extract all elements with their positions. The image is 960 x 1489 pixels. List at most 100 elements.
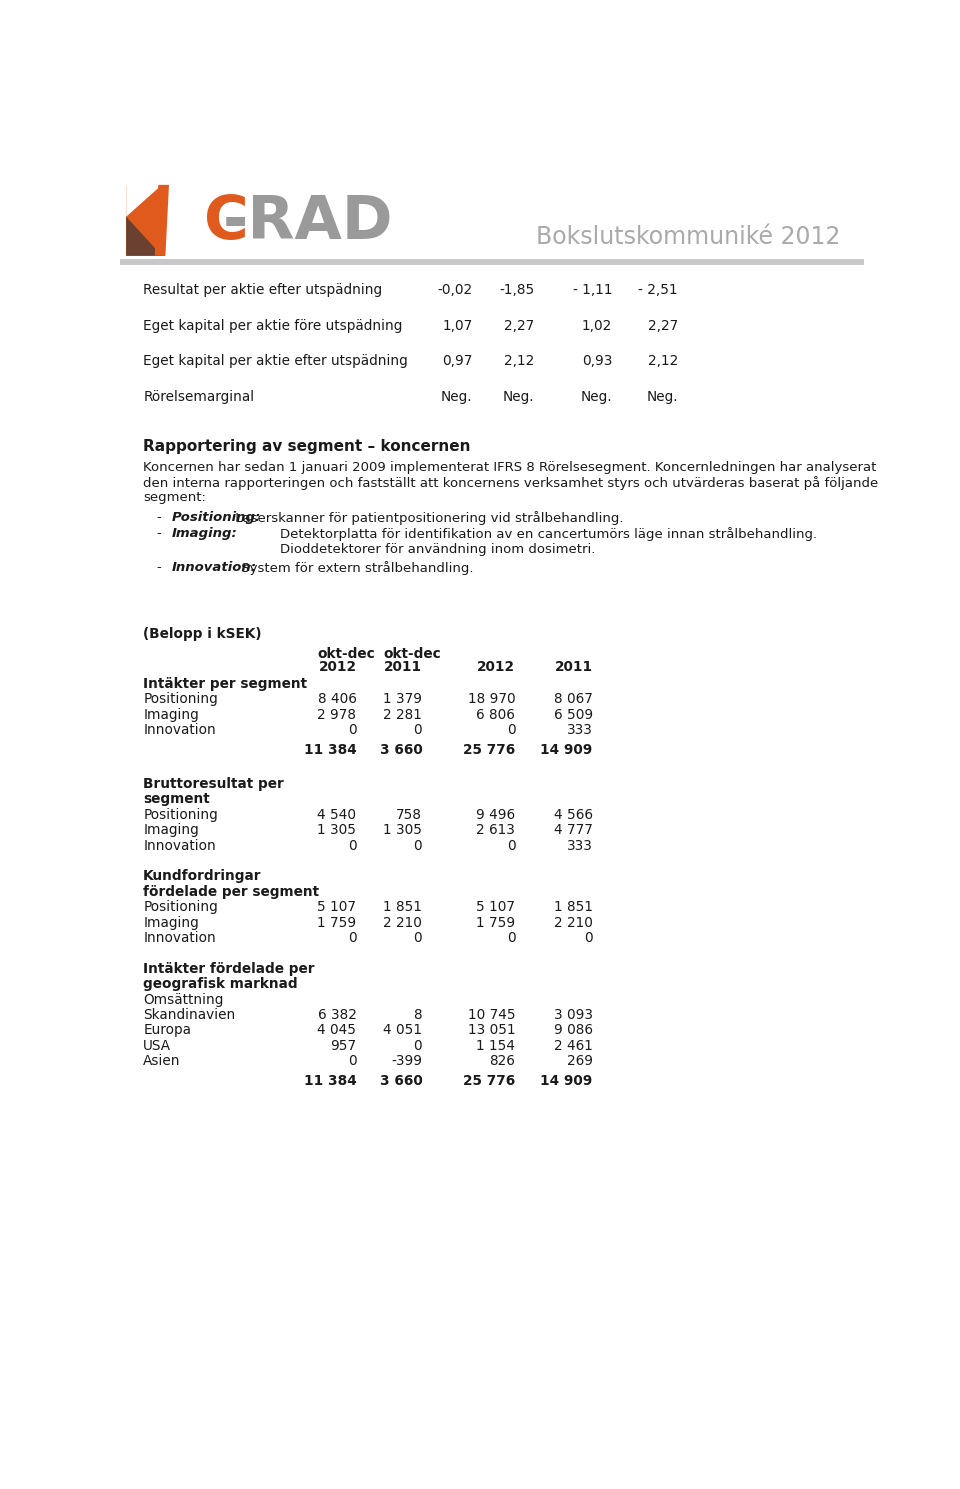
Text: 4 045: 4 045 xyxy=(318,1023,356,1038)
Text: Bokslutskommuniké 2012: Bokslutskommuniké 2012 xyxy=(537,225,841,249)
Text: 3 093: 3 093 xyxy=(554,1008,592,1021)
Text: 0: 0 xyxy=(348,1054,356,1068)
Text: 2,27: 2,27 xyxy=(504,319,535,334)
Text: 1,02: 1,02 xyxy=(582,319,612,334)
Text: Eget kapital per aktie efter utspädning: Eget kapital per aktie efter utspädning xyxy=(143,354,408,368)
Text: - 1,11: - 1,11 xyxy=(572,283,612,298)
Text: Positioning: Positioning xyxy=(143,901,218,914)
Text: Innovation:: Innovation: xyxy=(172,560,257,573)
Text: 0: 0 xyxy=(507,838,516,853)
Text: 0: 0 xyxy=(414,724,422,737)
Text: Positioning: Positioning xyxy=(143,692,218,706)
Text: Eget kapital per aktie före utspädning: Eget kapital per aktie före utspädning xyxy=(143,319,402,334)
Text: 1 851: 1 851 xyxy=(383,901,422,914)
Text: Intäkter fördelade per: Intäkter fördelade per xyxy=(143,962,315,975)
Text: 1 154: 1 154 xyxy=(476,1039,516,1053)
Text: 8: 8 xyxy=(414,1008,422,1021)
Text: 758: 758 xyxy=(396,807,422,822)
Text: 11 384: 11 384 xyxy=(303,743,356,756)
Text: (Belopp i kSEK): (Belopp i kSEK) xyxy=(143,627,262,640)
Text: 25 776: 25 776 xyxy=(463,743,516,756)
Text: Imaging:: Imaging: xyxy=(172,527,238,541)
Text: 0: 0 xyxy=(348,931,356,946)
Text: 0,93: 0,93 xyxy=(582,354,612,368)
Text: 2,12: 2,12 xyxy=(648,354,678,368)
Text: 1,07: 1,07 xyxy=(443,319,472,334)
Text: System för extern strålbehandling.: System för extern strålbehandling. xyxy=(237,560,473,575)
Text: Asien: Asien xyxy=(143,1054,180,1068)
Text: 0: 0 xyxy=(507,724,516,737)
Text: 4 051: 4 051 xyxy=(383,1023,422,1038)
Text: Innovation: Innovation xyxy=(143,724,216,737)
Text: 14 909: 14 909 xyxy=(540,743,592,756)
Text: Neg.: Neg. xyxy=(441,390,472,404)
Text: 2 210: 2 210 xyxy=(554,916,592,929)
Text: Imaging: Imaging xyxy=(143,823,199,837)
Text: 6 382: 6 382 xyxy=(318,1008,356,1021)
Text: Rapportering av segment – koncernen: Rapportering av segment – koncernen xyxy=(143,439,470,454)
Text: 3 660: 3 660 xyxy=(379,1074,422,1088)
Text: 2011: 2011 xyxy=(555,660,592,675)
Text: 1 379: 1 379 xyxy=(383,692,422,706)
Text: 14 909: 14 909 xyxy=(540,1074,592,1088)
Text: -0,02: -0,02 xyxy=(438,283,472,298)
Text: 4 777: 4 777 xyxy=(554,823,592,837)
Text: geografisk marknad: geografisk marknad xyxy=(143,977,298,992)
Text: Skandinavien: Skandinavien xyxy=(143,1008,235,1021)
Text: Laserskanner för patientpositionering vid strålbehandling.: Laserskanner för patientpositionering vi… xyxy=(230,511,623,524)
Text: den interna rapporteringen och fastställt att koncernens verksamhet styrs och ut: den interna rapporteringen och fastställ… xyxy=(143,476,878,490)
Text: segment: segment xyxy=(143,792,210,807)
Text: - 2,51: - 2,51 xyxy=(638,283,678,298)
Text: 0: 0 xyxy=(414,838,422,853)
Text: 333: 333 xyxy=(566,838,592,853)
Text: Imaging: Imaging xyxy=(143,707,199,722)
Text: Intäkter per segment: Intäkter per segment xyxy=(143,677,307,691)
Polygon shape xyxy=(165,185,198,256)
Text: 2,27: 2,27 xyxy=(648,319,678,334)
Polygon shape xyxy=(126,185,162,217)
Polygon shape xyxy=(155,185,169,256)
Text: 826: 826 xyxy=(490,1054,516,1068)
Text: 8 067: 8 067 xyxy=(554,692,592,706)
Text: Resultat per aktie efter utspädning: Resultat per aktie efter utspädning xyxy=(143,283,382,298)
Text: 0: 0 xyxy=(348,838,356,853)
Text: -: - xyxy=(156,511,161,524)
Text: -399: -399 xyxy=(392,1054,422,1068)
Text: 269: 269 xyxy=(566,1054,592,1068)
Text: 957: 957 xyxy=(330,1039,356,1053)
Text: 25 776: 25 776 xyxy=(463,1074,516,1088)
Text: 9 086: 9 086 xyxy=(554,1023,592,1038)
Text: Omsättning: Omsättning xyxy=(143,993,224,1007)
Polygon shape xyxy=(126,217,162,256)
Text: okt-dec: okt-dec xyxy=(383,646,442,661)
Text: Neg.: Neg. xyxy=(581,390,612,404)
Text: 2 461: 2 461 xyxy=(554,1039,592,1053)
Bar xyxy=(120,259,864,265)
Text: 4 540: 4 540 xyxy=(318,807,356,822)
Text: 9 496: 9 496 xyxy=(476,807,516,822)
Text: 13 051: 13 051 xyxy=(468,1023,516,1038)
Text: Bruttoresultat per: Bruttoresultat per xyxy=(143,777,284,791)
Text: Positioning: Positioning xyxy=(143,807,218,822)
Text: 5 107: 5 107 xyxy=(476,901,516,914)
Text: 10 745: 10 745 xyxy=(468,1008,516,1021)
Text: C: C xyxy=(204,192,249,252)
Text: 4 566: 4 566 xyxy=(554,807,592,822)
Text: -RAD: -RAD xyxy=(223,192,394,252)
Text: Kundfordringar: Kundfordringar xyxy=(143,870,262,883)
Text: Imaging: Imaging xyxy=(143,916,199,929)
Text: Neg.: Neg. xyxy=(503,390,535,404)
Text: Europa: Europa xyxy=(143,1023,191,1038)
Text: 0: 0 xyxy=(414,1039,422,1053)
Text: 2 281: 2 281 xyxy=(383,707,422,722)
Text: segment:: segment: xyxy=(143,491,206,505)
Text: 2 210: 2 210 xyxy=(383,916,422,929)
Text: 2011: 2011 xyxy=(384,660,422,675)
Text: 1 759: 1 759 xyxy=(317,916,356,929)
Text: Dioddetektorer för användning inom dosimetri.: Dioddetektorer för användning inom dosim… xyxy=(280,543,596,555)
Text: Detektorplatta för identifikation av en cancertumörs läge innan strålbehandling.: Detektorplatta för identifikation av en … xyxy=(280,527,818,542)
Text: Innovation: Innovation xyxy=(143,838,216,853)
Text: -: - xyxy=(156,560,161,573)
Text: Positioning:: Positioning: xyxy=(172,511,261,524)
Text: -: - xyxy=(156,527,161,541)
